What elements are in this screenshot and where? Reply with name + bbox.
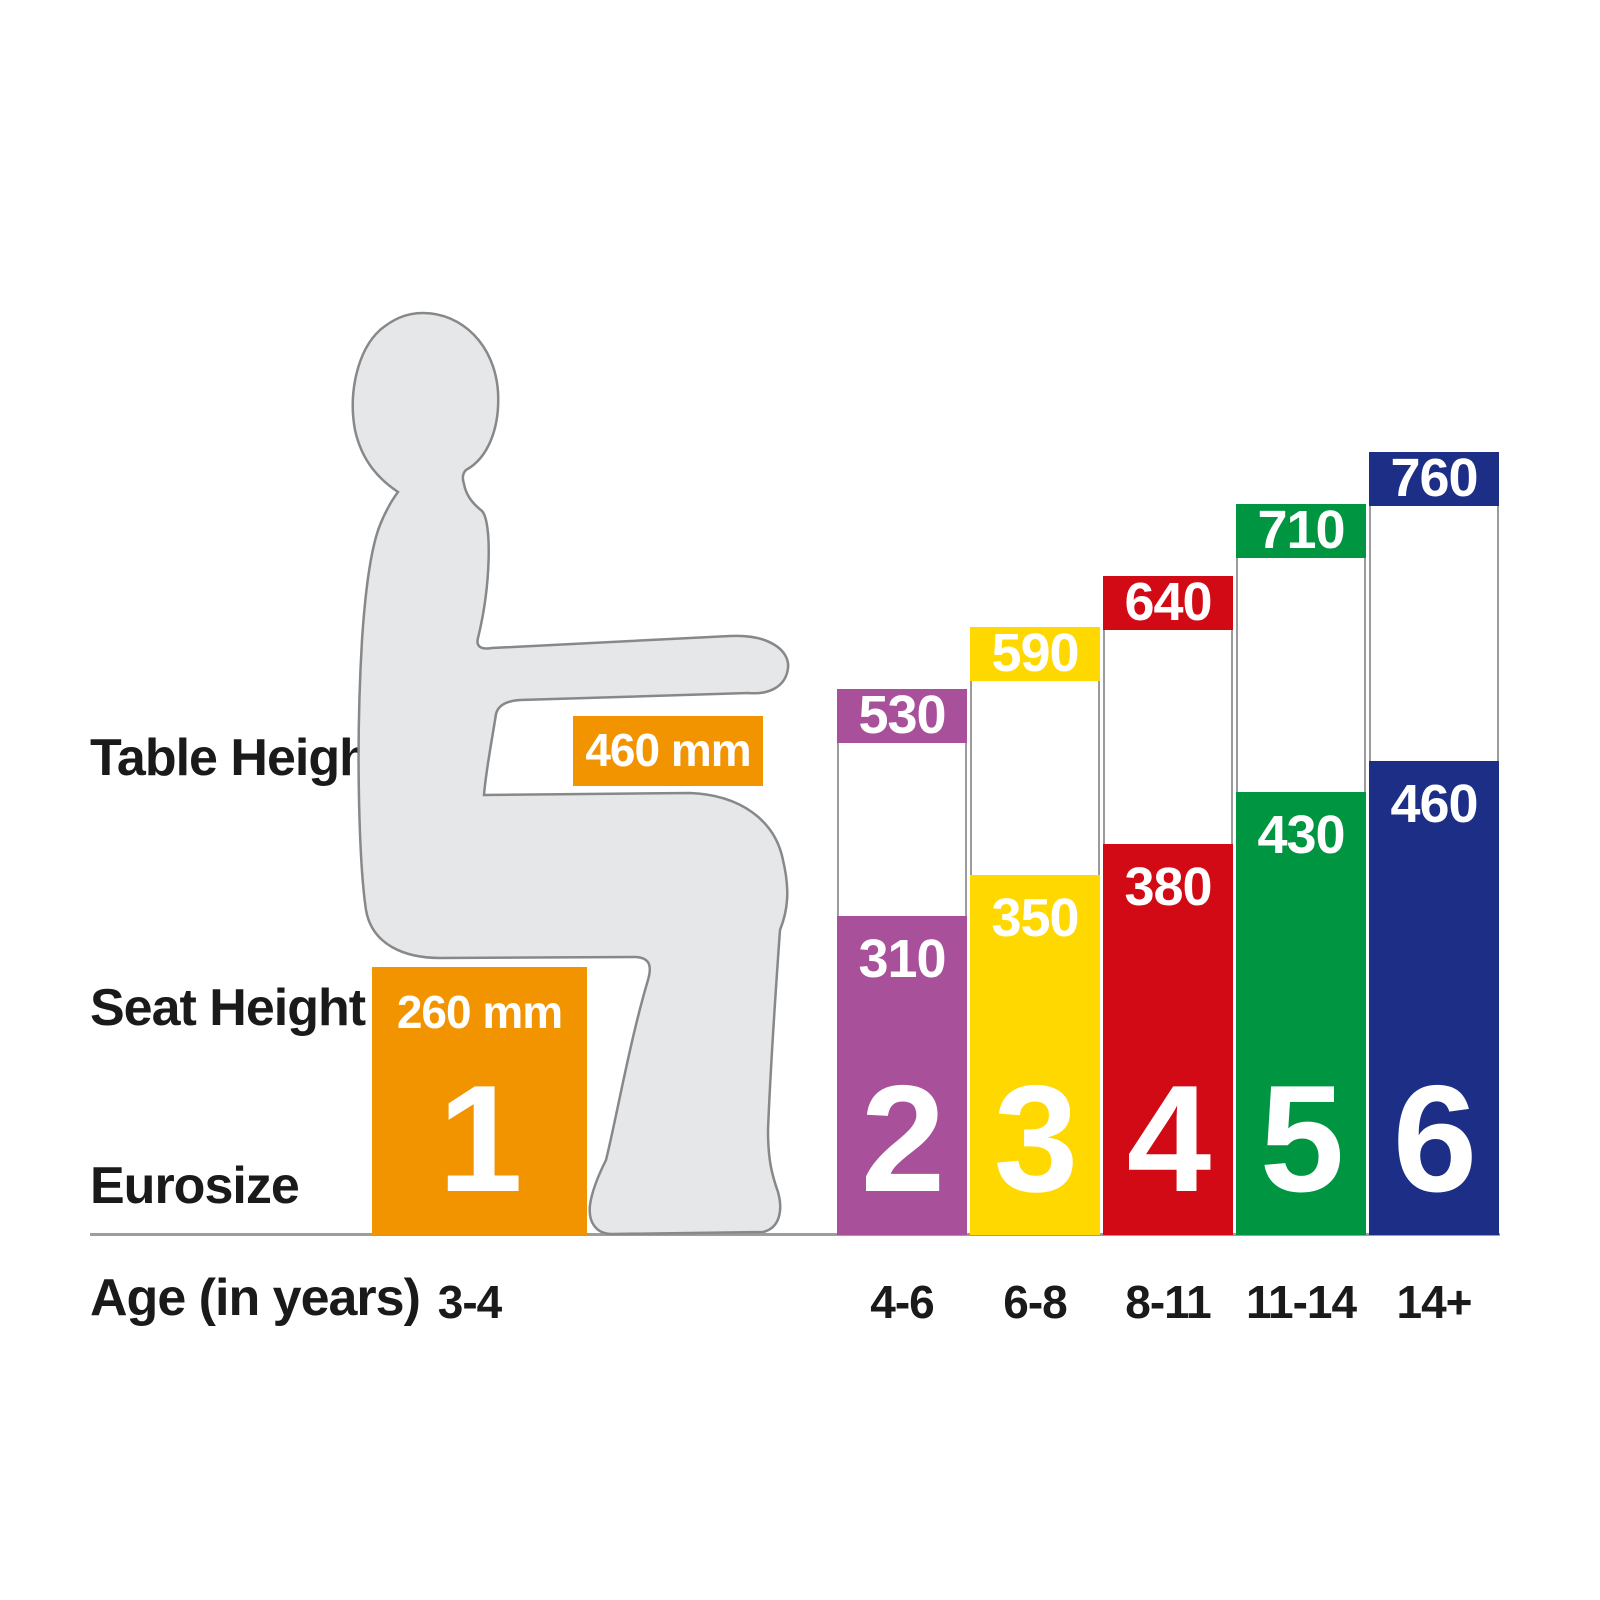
eurosize-digit: 1 <box>438 1054 523 1224</box>
table-block-size1: 460 mm <box>573 716 763 786</box>
bar-window <box>1236 558 1366 792</box>
age-label: 14+ <box>1396 1276 1472 1328</box>
table-height-value: 460 mm <box>585 723 751 776</box>
seat-height-block: 350 3 <box>970 875 1100 1235</box>
seat-height-value: 260 mm <box>396 986 563 1038</box>
row-label-table-height: Table Height <box>90 729 387 787</box>
seat-height-value: 350 <box>991 888 1079 948</box>
bar-group-size-3: 590 350 3 <box>970 0 1100 1235</box>
table-height-value: 530 <box>858 684 946 745</box>
eurosize-digit: 6 <box>1392 1054 1478 1224</box>
table-height-value: 640 <box>1124 571 1212 632</box>
age-label: 3-4 <box>437 1276 502 1328</box>
table-height-value: 590 <box>991 622 1079 683</box>
bar-group-size-6: 760 460 6 <box>1369 0 1499 1235</box>
seat-height-value: 460 <box>1390 774 1478 834</box>
row-label-eurosize: Eurosize <box>90 1157 300 1215</box>
table-height-value: 710 <box>1257 499 1345 560</box>
seat-height-value: 310 <box>858 929 946 989</box>
eurosize-digit: 3 <box>993 1054 1079 1224</box>
baseline-axis <box>90 1233 1500 1236</box>
table-height-cap: 530 <box>837 685 967 745</box>
bar-group-size-5: 710 430 5 <box>1236 0 1366 1235</box>
bar-window <box>1369 506 1499 761</box>
table-height-cap: 710 <box>1236 500 1366 560</box>
table-height-value: 760 <box>1390 447 1478 508</box>
eurosize-digit: 2 <box>860 1054 946 1224</box>
seat-height-block: 310 2 <box>837 916 967 1235</box>
seat-height-block: 380 4 <box>1103 844 1233 1235</box>
seat-height-value: 430 <box>1257 805 1345 865</box>
age-label: 11-14 <box>1245 1276 1357 1328</box>
age-label: 4-6 <box>870 1276 934 1328</box>
seat-height-block: 430 5 <box>1236 792 1366 1235</box>
bar-group-size-4: 640 380 4 <box>1103 0 1233 1235</box>
bar-group-size-2: 530 310 2 <box>837 0 967 1235</box>
eurosize-digit: 4 <box>1126 1054 1212 1224</box>
table-height-cap: 590 <box>970 623 1100 683</box>
table-height-cap: 760 <box>1369 448 1499 508</box>
table-height-cap: 640 <box>1103 572 1233 632</box>
row-label-seat-height: Seat Height <box>90 979 366 1037</box>
eurosize-digit: 5 <box>1259 1054 1345 1224</box>
bar-window <box>1103 630 1233 844</box>
age-label: 8-11 <box>1125 1276 1212 1328</box>
age-label: 6-8 <box>1003 1276 1067 1328</box>
bar-window <box>837 743 967 916</box>
seat-block-size1: 260 mm 1 <box>372 967 587 1235</box>
seat-height-value: 380 <box>1124 857 1212 917</box>
seat-height-block: 460 6 <box>1369 761 1499 1235</box>
row-label-age: Age (in years) <box>90 1269 421 1327</box>
bar-window <box>970 681 1100 875</box>
